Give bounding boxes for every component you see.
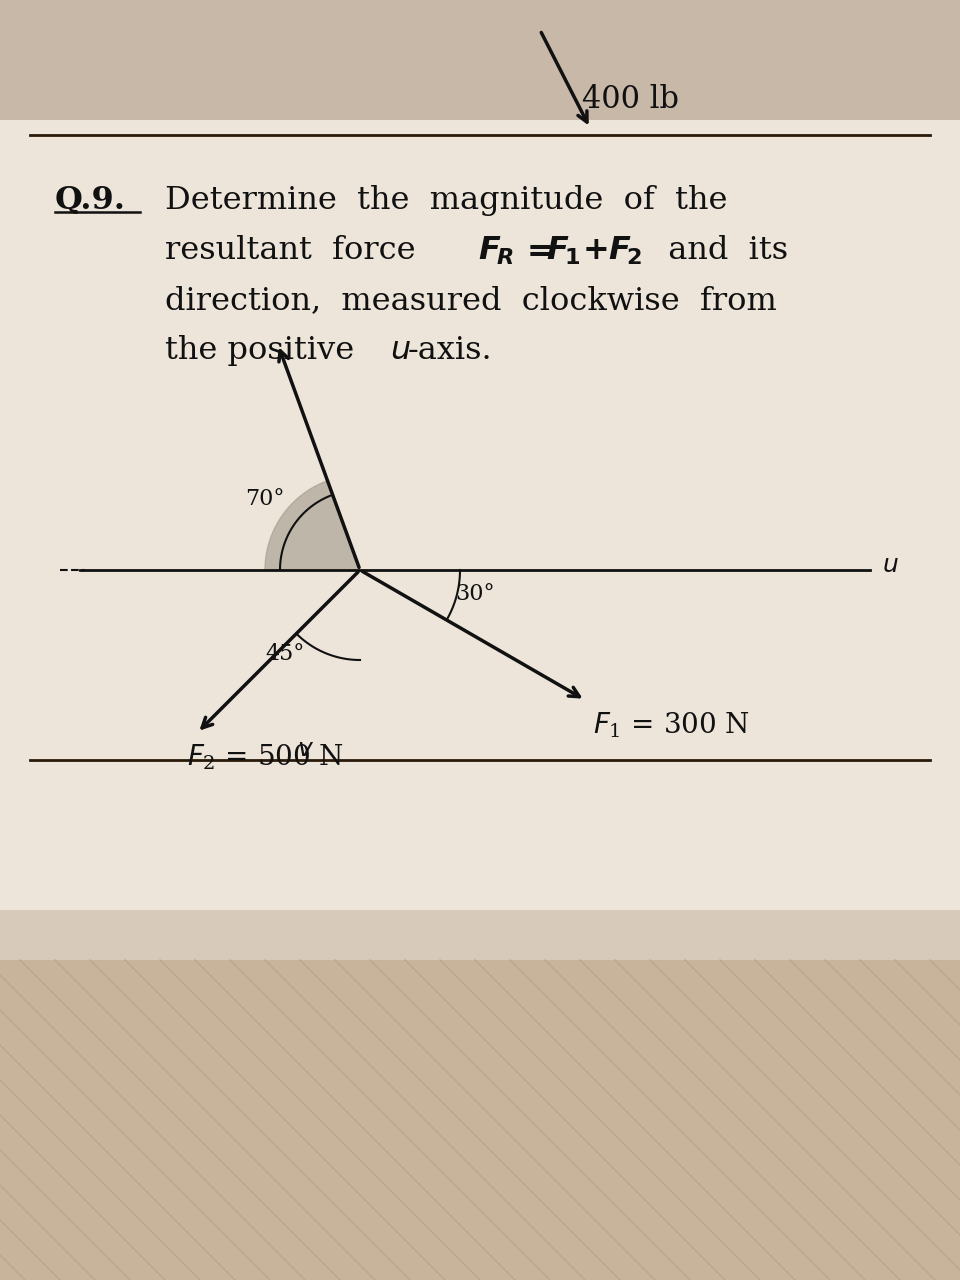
Text: $\mathit{u}$: $\mathit{u}$ xyxy=(882,553,899,576)
Bar xyxy=(0,950,960,1280)
Polygon shape xyxy=(265,481,360,570)
Text: resultant  force: resultant force xyxy=(165,236,436,266)
Text: -axis.: -axis. xyxy=(408,335,492,366)
Text: Q.9.: Q.9. xyxy=(55,186,126,216)
Text: direction,  measured  clockwise  from: direction, measured clockwise from xyxy=(165,285,777,316)
Text: $\boldsymbol{F}_{\!\boldsymbol{R}}$: $\boldsymbol{F}_{\!\boldsymbol{R}}$ xyxy=(478,236,514,268)
Text: the positive: the positive xyxy=(165,335,365,366)
Text: $F_{\mathregular{1}}$ = 300 N: $F_{\mathregular{1}}$ = 300 N xyxy=(593,710,750,740)
Text: $\boldsymbol{F}_{\!\boldsymbol{2}}$: $\boldsymbol{F}_{\!\boldsymbol{2}}$ xyxy=(608,236,642,268)
Text: and  its: and its xyxy=(648,236,788,266)
Text: 30°: 30° xyxy=(455,582,494,605)
Text: 400 lb: 400 lb xyxy=(582,84,679,115)
Text: 70°: 70° xyxy=(245,488,284,509)
Text: $\mathit{u}$: $\mathit{u}$ xyxy=(390,335,411,366)
Bar xyxy=(0,910,960,960)
Text: $F_{\mathregular{2}}$ = 500 N: $F_{\mathregular{2}}$ = 500 N xyxy=(187,742,345,772)
Bar xyxy=(0,120,960,950)
Text: $\boldsymbol{=}$: $\boldsymbol{=}$ xyxy=(520,236,552,266)
Bar xyxy=(0,0,960,120)
Text: Determine  the  magnitude  of  the: Determine the magnitude of the xyxy=(165,186,728,216)
Text: $\mathit{v}$: $\mathit{v}$ xyxy=(298,737,315,760)
Text: $\boldsymbol{F}_{\!\boldsymbol{1}}$: $\boldsymbol{F}_{\!\boldsymbol{1}}$ xyxy=(546,236,581,268)
Text: 45°: 45° xyxy=(265,643,304,666)
Text: $\boldsymbol{+}$: $\boldsymbol{+}$ xyxy=(582,236,608,266)
